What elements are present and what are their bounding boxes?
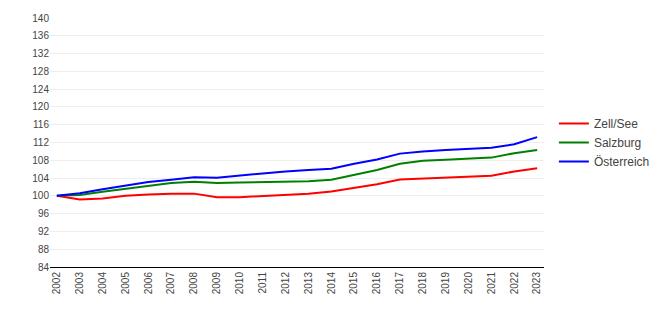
svg-text:2010: 2010: [234, 272, 245, 295]
svg-text:132: 132: [32, 48, 49, 59]
svg-text:108: 108: [32, 155, 49, 166]
svg-text:2013: 2013: [303, 272, 314, 295]
svg-text:2012: 2012: [280, 272, 291, 295]
svg-text:84: 84: [38, 262, 50, 273]
svg-text:128: 128: [32, 66, 49, 77]
svg-text:2020: 2020: [463, 272, 474, 295]
svg-text:2003: 2003: [74, 272, 85, 295]
svg-text:2005: 2005: [120, 272, 131, 295]
svg-text:2007: 2007: [165, 272, 176, 295]
svg-text:2015: 2015: [348, 272, 359, 295]
svg-text:104: 104: [32, 173, 49, 184]
svg-text:96: 96: [38, 208, 50, 219]
svg-text:2004: 2004: [97, 272, 108, 295]
svg-text:92: 92: [38, 226, 50, 237]
svg-text:116: 116: [33, 119, 49, 130]
svg-text:2022: 2022: [509, 272, 520, 295]
svg-text:124: 124: [32, 84, 49, 95]
svg-text:Österreich: Österreich: [594, 155, 649, 169]
svg-text:88: 88: [38, 244, 50, 255]
svg-text:2008: 2008: [188, 272, 199, 295]
svg-text:Salzburg: Salzburg: [594, 136, 641, 150]
svg-text:2016: 2016: [371, 272, 382, 295]
svg-text:136: 136: [32, 30, 49, 41]
svg-text:100: 100: [32, 190, 49, 201]
svg-text:2021: 2021: [486, 272, 497, 295]
svg-text:2018: 2018: [417, 272, 428, 295]
svg-text:2006: 2006: [143, 272, 154, 295]
svg-text:112: 112: [33, 137, 49, 148]
svg-text:2017: 2017: [394, 272, 405, 295]
svg-text:2014: 2014: [326, 272, 337, 295]
svg-text:2002: 2002: [51, 272, 62, 295]
svg-text:2011: 2011: [257, 272, 268, 294]
svg-text:120: 120: [32, 101, 49, 112]
svg-text:Zell/See: Zell/See: [594, 117, 638, 131]
svg-text:2023: 2023: [531, 272, 542, 295]
svg-text:140: 140: [32, 13, 49, 24]
svg-text:2019: 2019: [440, 272, 451, 295]
svg-text:2009: 2009: [211, 272, 222, 295]
